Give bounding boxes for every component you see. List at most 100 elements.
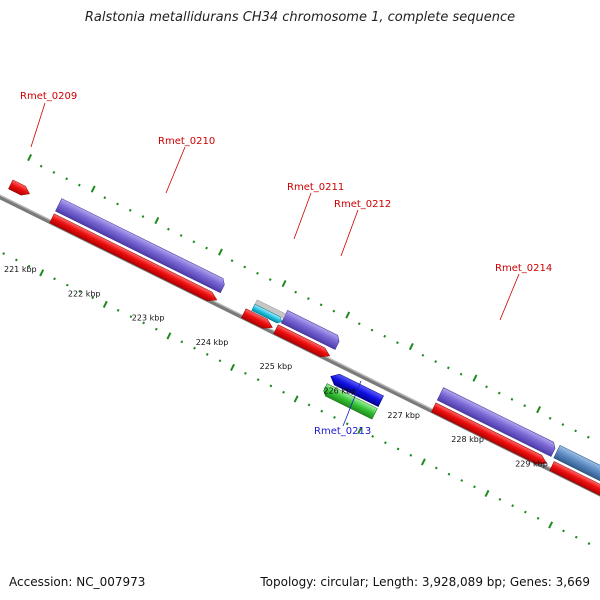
- major-tick: [345, 311, 351, 319]
- gene-rmet-0210-bar[interactable]: [55, 198, 227, 294]
- minor-tick: [460, 479, 464, 482]
- cds-rmet-0211-arrow[interactable]: [241, 308, 275, 332]
- minor-tick: [307, 403, 311, 407]
- minor-tick: [421, 353, 425, 357]
- leader-rmet-0211: [293, 192, 312, 240]
- minor-tick: [103, 196, 107, 200]
- gene-label-rmet-0211[interactable]: Rmet_0211: [287, 182, 344, 193]
- major-tick: [357, 426, 363, 435]
- minor-tick: [396, 447, 400, 451]
- minor-tick: [65, 283, 69, 287]
- minor-tick: [218, 359, 222, 363]
- major-tick: [90, 185, 96, 193]
- gene-steel-bar[interactable]: [553, 445, 600, 485]
- minor-tick: [574, 535, 578, 539]
- minor-tick: [180, 340, 184, 344]
- minor-tick: [91, 296, 95, 300]
- minor-tick: [256, 378, 260, 382]
- major-tick: [548, 521, 554, 529]
- minor-tick: [192, 240, 196, 244]
- leader-rmet-0210: [165, 146, 186, 194]
- minor-tick: [77, 183, 81, 187]
- gene-rmet-0213-bar[interactable]: [322, 383, 378, 420]
- gene-rmet-0212-bar[interactable]: [280, 310, 341, 350]
- minor-tick: [561, 423, 565, 427]
- gene-label-rmet-0213[interactable]: Rmet_0213: [314, 426, 371, 437]
- minor-tick: [243, 265, 247, 269]
- cds-rmet-0209-arrow[interactable]: [8, 179, 31, 198]
- cds-next-arrow[interactable]: [549, 461, 600, 509]
- cds-rmet-0214-arrow[interactable]: [431, 402, 548, 468]
- minor-tick: [78, 289, 82, 293]
- minor-tick: [294, 290, 298, 294]
- minor-tick: [345, 422, 349, 426]
- kbp-label: 228 kbp: [451, 435, 484, 444]
- gene-label-rmet-0209[interactable]: Rmet_0209: [20, 91, 77, 102]
- major-tick: [472, 374, 478, 382]
- minor-tick: [142, 321, 146, 325]
- minor-tick: [510, 397, 514, 401]
- minor-tick: [459, 372, 463, 376]
- minor-tick: [282, 390, 285, 394]
- minor-tick: [498, 497, 502, 501]
- major-tick: [39, 269, 45, 277]
- minor-tick: [587, 542, 591, 545]
- gene-label-rmet-0210[interactable]: Rmet_0210: [158, 136, 215, 147]
- minor-tick: [485, 385, 488, 389]
- kbp-label: 223 kbp: [132, 314, 165, 323]
- minor-tick: [320, 409, 324, 413]
- minor-tick: [129, 315, 133, 319]
- upper-tick-row: [27, 153, 600, 445]
- major-tick: [102, 300, 108, 308]
- minor-tick: [193, 346, 196, 350]
- accession-text: Accession: NC_007973: [9, 575, 146, 589]
- minor-tick: [447, 472, 451, 476]
- gene-rmet-0214-bar[interactable]: [436, 387, 557, 457]
- minor-tick: [434, 466, 438, 470]
- minor-tick: [536, 516, 540, 520]
- minor-tick: [65, 177, 68, 181]
- minor-tick: [14, 258, 18, 262]
- minor-tick: [409, 453, 413, 457]
- major-tick: [154, 216, 160, 225]
- minor-tick: [179, 234, 183, 237]
- minor-tick: [141, 215, 145, 219]
- leader-rmet-0209: [30, 102, 46, 148]
- minor-tick: [332, 309, 336, 313]
- gene-label-rmet-0214[interactable]: Rmet_0214: [495, 263, 552, 274]
- minor-tick: [396, 341, 399, 345]
- minor-tick: [27, 264, 31, 268]
- minor-tick: [497, 391, 501, 395]
- minor-tick: [154, 327, 158, 331]
- minor-tick: [357, 322, 361, 326]
- major-tick: [293, 395, 299, 403]
- cds-rmet-0210-arrow[interactable]: [49, 213, 219, 305]
- gene-callouts: [30, 102, 520, 427]
- minor-tick: [205, 353, 209, 356]
- major-tick: [230, 363, 235, 371]
- major-tick: [408, 343, 414, 351]
- minor-tick: [473, 485, 476, 489]
- minor-tick: [586, 435, 590, 439]
- gene-label-rmet-0212[interactable]: Rmet_0212: [334, 199, 391, 210]
- kbp-label: 221 kbp: [4, 265, 37, 274]
- rna-feature-arrow[interactable]: [251, 303, 284, 324]
- minor-tick: [268, 278, 272, 282]
- minor-tick: [434, 360, 438, 363]
- minor-tick: [523, 404, 527, 408]
- minor-tick: [244, 371, 247, 375]
- minor-tick: [333, 416, 336, 419]
- minor-tick: [306, 297, 310, 300]
- lower-tick-row: [2, 252, 591, 545]
- page-title: Ralstonia metallidurans CH34 chromosome …: [84, 10, 516, 25]
- minor-tick: [371, 434, 375, 438]
- major-tick: [536, 406, 542, 414]
- major-tick: [27, 153, 33, 162]
- major-tick: [218, 248, 223, 256]
- minor-tick: [128, 208, 132, 212]
- kbp-label: 227 kbp: [387, 411, 420, 420]
- cds-rmet-0212-arrow[interactable]: [273, 324, 332, 361]
- minor-tick: [511, 504, 515, 508]
- minor-tick: [205, 246, 208, 250]
